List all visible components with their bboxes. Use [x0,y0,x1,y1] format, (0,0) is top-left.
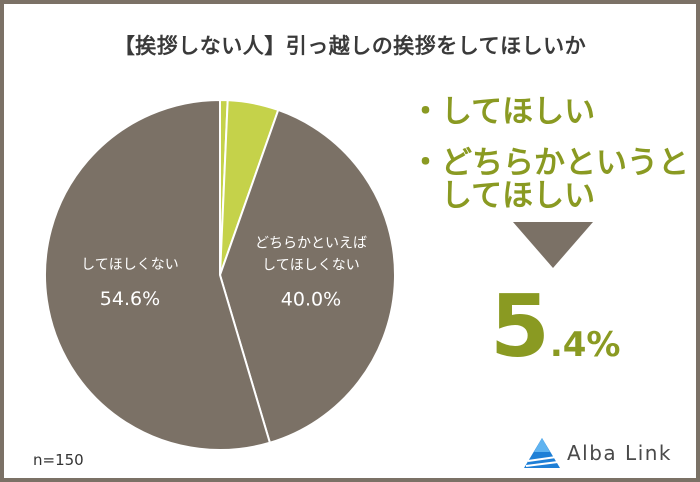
down-arrow-icon [513,222,593,268]
callout-line-3: してほしい [410,178,596,214]
combined-percentage-integer: 5 [490,277,550,377]
sample-size: n=150 [33,451,84,469]
slice-label-2-line-0: どちらかといえば [255,235,367,251]
alba-link-logo-icon [524,438,560,468]
alba-link-logo-text: Alba Link [567,441,673,465]
callout-line-2: ・どちらかというと [410,145,689,181]
callout-line-1: ・してほしい [410,94,596,130]
pie-slice-2 [218,108,396,444]
slice-value-3: 54.6% [100,288,160,310]
slice-label-3-line-0: してほしくない [81,257,179,273]
chart-title: 【挨拶しない人】引っ越しの挨拶をしてほしいか [113,34,587,58]
slice-label-2-line-1: してほしくない [262,257,360,273]
combined-percentage-decimal: .4% [549,325,621,365]
pie-slice-3 [44,98,272,451]
combined-percentage: 5.4% [490,282,620,372]
slice-value-2: 40.0% [281,288,341,310]
